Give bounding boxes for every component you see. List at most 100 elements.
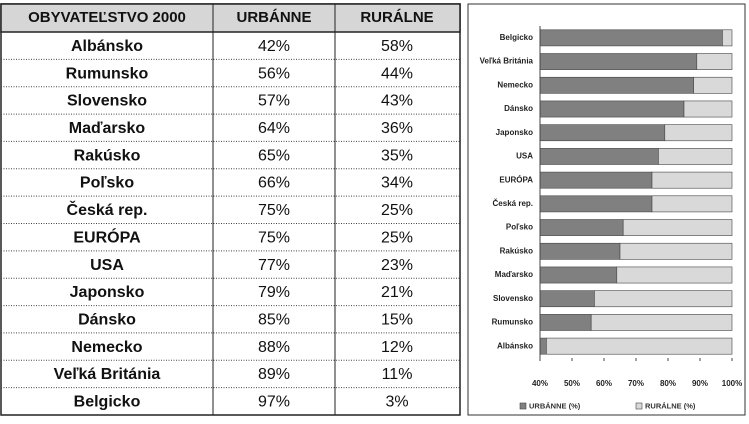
table-cell: 21% — [381, 284, 413, 301]
legend-label: URBÁNNE (%) — [529, 401, 581, 410]
category-label: Veľká Británia — [480, 57, 534, 66]
table-cell: 11% — [382, 366, 413, 383]
header-cell: RURÁLNE — [360, 9, 433, 26]
bar-segment — [664, 124, 733, 142]
bar-segment — [696, 53, 733, 70]
table-cell: 15% — [381, 311, 413, 328]
bar-segment — [722, 29, 733, 47]
bar-segment — [539, 124, 666, 142]
table-cell: Japonsko — [70, 284, 145, 301]
x-tick-label: 40% — [532, 379, 548, 388]
bar-segment — [619, 242, 733, 260]
table-cell: Veľká Británia — [54, 366, 161, 383]
category-label: Nemecko — [497, 80, 533, 89]
category-label: Maďarsko — [495, 270, 533, 279]
table-cell: 3% — [385, 394, 408, 411]
header-cell: OBYVATEĽSTVO 2000 — [28, 9, 186, 26]
bar-segment — [539, 314, 592, 331]
category-label: Poľsko — [506, 223, 533, 232]
table-cell: 36% — [381, 120, 413, 137]
table-cell: 57% — [258, 93, 290, 110]
table-cell: 25% — [381, 202, 413, 219]
bar-segment — [539, 148, 659, 165]
table-cell: 23% — [381, 257, 413, 274]
table-cell: 85% — [258, 311, 290, 328]
table-cell: 44% — [381, 65, 413, 82]
bar-segment — [683, 100, 733, 118]
category-label: Rumunsko — [492, 318, 533, 327]
table-cell: 12% — [381, 339, 413, 356]
x-tick-label: 60% — [596, 379, 612, 388]
table-cell: 75% — [258, 202, 290, 219]
table-cell: Albánsko — [71, 38, 143, 55]
category-label: Albánsko — [497, 341, 533, 350]
bar-segment — [539, 171, 653, 189]
table-cell: 88% — [258, 339, 290, 356]
table-cell: 89% — [258, 366, 290, 383]
table-cell: Rakúsko — [74, 147, 141, 164]
table-cell: 75% — [258, 229, 290, 246]
bar-segment — [616, 266, 733, 284]
table-cell: 64% — [258, 120, 290, 137]
table-cell: 58% — [381, 38, 413, 55]
bar-segment — [539, 53, 698, 70]
x-tick-label: 90% — [692, 379, 708, 388]
bar-segment — [539, 266, 618, 284]
category-label: Belgicko — [500, 33, 533, 42]
table-cell: 25% — [381, 229, 413, 246]
table-cell: 34% — [381, 175, 413, 192]
table-cell: 97% — [258, 394, 290, 411]
bar-segment — [651, 171, 733, 189]
category-label: Slovensko — [493, 294, 533, 303]
bar-segment — [539, 29, 723, 47]
bar-segment — [539, 100, 685, 118]
table-cell: 43% — [381, 93, 413, 110]
table-cell: Nemecko — [71, 339, 142, 356]
table-cell: 66% — [258, 175, 290, 192]
bar-segment — [539, 76, 694, 94]
legend-swatch — [635, 402, 643, 410]
category-label: Japonsko — [496, 128, 533, 137]
table-cell: 65% — [258, 147, 290, 164]
table-cell: USA — [90, 257, 124, 274]
bar-segment — [658, 148, 733, 165]
bar-segment — [539, 290, 595, 308]
category-label: Česká rep. — [493, 199, 533, 208]
bar-segment — [539, 337, 547, 355]
table-cell: Maďarsko — [69, 120, 146, 137]
category-label: Rakúsko — [500, 246, 533, 255]
table-cell: Dánsko — [78, 311, 136, 328]
x-tick-label: 70% — [628, 379, 644, 388]
table-cell: Slovensko — [67, 93, 147, 110]
category-label: EURÓPA — [499, 175, 533, 184]
bar-segment — [651, 195, 733, 213]
table-cell: 35% — [381, 147, 413, 164]
table-cell: Česká rep. — [67, 200, 148, 219]
bar-segment — [539, 219, 624, 236]
x-tick-label: 50% — [564, 379, 580, 388]
table-cell: 56% — [258, 65, 290, 82]
table-cell: Belgicko — [74, 394, 141, 411]
x-tick-label: 100% — [722, 379, 742, 388]
legend-swatch — [519, 402, 527, 410]
table-cell: 42% — [258, 38, 290, 55]
bar-segment — [594, 290, 733, 308]
header-cell: URBÁNNE — [237, 9, 312, 26]
legend-label: RURÁLNE (%) — [645, 401, 696, 410]
bar-segment — [539, 195, 653, 213]
bar-segment — [590, 314, 733, 331]
category-label: Dánsko — [504, 104, 533, 113]
bar-segment — [539, 242, 621, 260]
table-cell: EURÓPA — [73, 227, 141, 246]
table-header-bg — [0, 3, 461, 33]
table-cell: 79% — [258, 284, 290, 301]
bar-segment — [622, 219, 733, 236]
bar-segment — [546, 337, 733, 355]
table-cell: Poľsko — [80, 175, 134, 192]
x-tick-label: 80% — [660, 379, 676, 388]
table-cell: 77% — [258, 257, 290, 274]
category-label: USA — [516, 152, 533, 161]
bar-segment — [693, 76, 733, 94]
